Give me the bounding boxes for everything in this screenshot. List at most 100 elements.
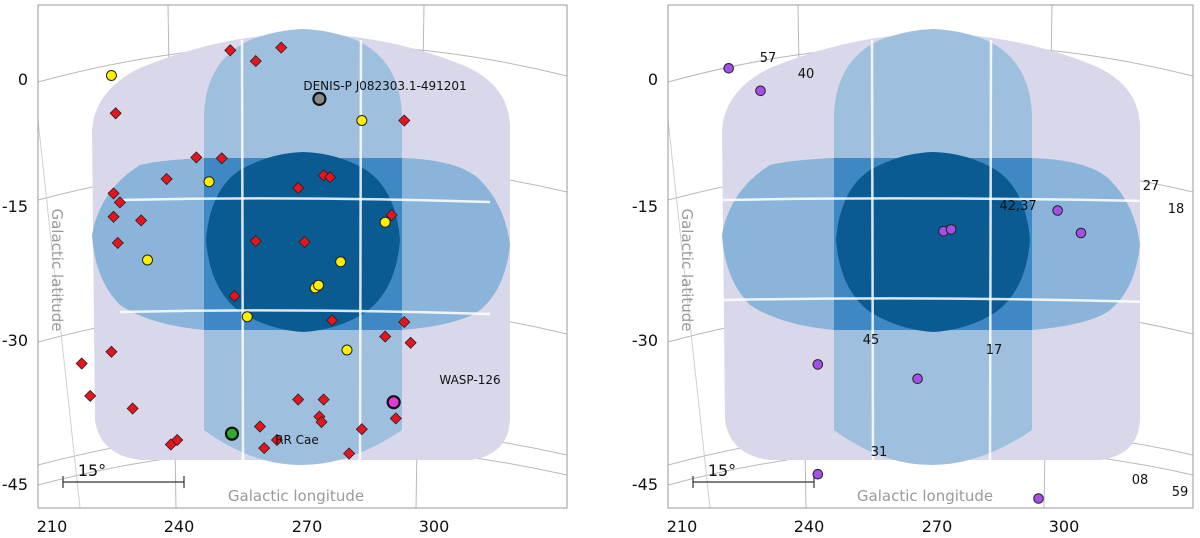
num-label-08: 08 <box>1132 473 1149 488</box>
right-ytick-2: -30 <box>632 331 658 350</box>
yellow-circle-marker <box>379 216 391 228</box>
rrcae-label: RR Cae <box>275 433 319 447</box>
right-xtick-0: 210 <box>667 517 698 536</box>
red-diamond-marker <box>379 330 392 343</box>
right-ylabel: Galactic latitude <box>678 208 696 331</box>
num-label-57: 57 <box>760 51 777 66</box>
left-xlabel: Galactic longitude <box>228 487 364 505</box>
target-18-marker <box>1075 227 1087 239</box>
left-scale-bar-label: 15° <box>78 461 106 480</box>
target-08-marker <box>1033 493 1044 504</box>
right-ytick-0: 0 <box>648 70 658 89</box>
red-diamond-marker <box>292 393 305 406</box>
left-xtick-1: 240 <box>164 517 195 536</box>
left-ylabel: Galactic latitude <box>48 208 66 331</box>
left-markers <box>75 41 417 460</box>
right-ytick-3: -45 <box>632 475 658 494</box>
num-label-27: 27 <box>1143 179 1160 194</box>
left-panel: 0 -15 -30 -45 210 240 270 300 Galactic l… <box>2 4 568 536</box>
red-diamond-marker <box>190 151 203 164</box>
red-diamond-marker <box>75 357 88 370</box>
red-diamond-marker <box>398 114 411 127</box>
right-sky-map <box>668 5 1193 508</box>
yellow-circle-marker <box>335 256 347 268</box>
red-diamond-marker <box>343 447 356 460</box>
red-diamond-marker <box>84 389 97 402</box>
red-diamond-marker <box>107 210 120 223</box>
right-number-labels: 57 40 27 18 42,37 45 17 31 08 59 <box>760 51 1189 500</box>
red-diamond-marker <box>249 55 262 68</box>
left-ytick-0: 0 <box>18 70 28 89</box>
red-diamond-marker <box>398 316 411 329</box>
num-label-45: 45 <box>863 333 880 348</box>
wasp-label: WASP-126 <box>439 373 500 387</box>
red-diamond-marker <box>105 345 118 358</box>
left-ytick-3: -45 <box>2 475 28 494</box>
target-27-marker <box>1052 205 1063 216</box>
highlighted-target-marker <box>224 426 240 441</box>
right-xtick-1: 240 <box>794 517 825 536</box>
red-diamond-marker <box>135 214 148 227</box>
red-diamond-marker <box>113 196 126 209</box>
red-diamond-marker <box>253 420 267 433</box>
right-scale-bar-label: 15° <box>708 461 736 480</box>
left-xtick-0: 210 <box>37 517 68 536</box>
right-scale-bar: 15° <box>692 461 815 488</box>
right-ytick-labels: 0 -15 -30 -45 <box>632 70 658 494</box>
left-footprint <box>92 29 510 465</box>
right-xtick-3: 300 <box>1049 517 1080 536</box>
yellow-circle-marker <box>241 311 253 323</box>
red-diamond-marker <box>326 314 339 327</box>
right-xtick-labels: 210 240 270 300 <box>667 517 1080 536</box>
left-ytick-2: -30 <box>2 331 28 350</box>
red-diamond-marker <box>249 235 262 248</box>
red-diamond-marker <box>355 423 368 436</box>
right-markers <box>723 63 1087 504</box>
num-label-18: 18 <box>1168 202 1185 217</box>
red-diamond-marker <box>385 208 398 222</box>
red-diamond-marker <box>258 442 271 455</box>
red-diamond-marker <box>111 236 124 249</box>
red-diamond-marker <box>160 172 173 186</box>
yellow-circle-marker <box>356 115 368 126</box>
yellow-circle-marker <box>341 344 353 356</box>
red-diamond-marker <box>109 107 122 120</box>
red-diamond-marker <box>292 181 305 195</box>
num-label-59: 59 <box>1172 485 1189 500</box>
left-frame <box>37 4 568 509</box>
red-diamond-marker <box>270 433 284 447</box>
right-frame <box>667 4 1194 509</box>
yellow-circle-marker <box>313 279 325 291</box>
red-diamond-marker <box>275 41 288 54</box>
left-scale-bar: 15° <box>62 461 185 488</box>
target-40-marker <box>755 85 766 97</box>
yellow-circle-marker <box>105 70 117 81</box>
right-xlabel: Galactic longitude <box>857 487 993 505</box>
red-diamond-marker <box>323 171 337 184</box>
target-37-marker <box>945 224 957 235</box>
red-diamond-marker <box>317 393 330 406</box>
left-ytick-1: -15 <box>2 197 28 216</box>
target-45-marker <box>812 359 824 370</box>
red-diamond-marker <box>107 187 120 200</box>
left-ytick-labels: 0 -15 -30 -45 <box>2 70 28 494</box>
red-diamond-marker <box>389 412 402 425</box>
num-label-42-37: 42,37 <box>999 199 1036 214</box>
highlighted-target-marker <box>386 395 401 410</box>
target-31-marker <box>812 468 824 480</box>
highlighted-target-marker <box>312 91 327 107</box>
red-diamond-marker <box>126 402 139 415</box>
right-footprint <box>721 29 1193 465</box>
left-sky-map <box>38 5 567 508</box>
right-ytick-1: -15 <box>632 197 658 216</box>
red-diamond-marker <box>404 336 417 349</box>
target-17-marker <box>912 373 923 385</box>
num-label-40: 40 <box>798 67 815 82</box>
red-diamond-marker <box>298 235 311 249</box>
yellow-circle-marker <box>203 176 215 188</box>
red-diamond-marker <box>315 415 328 429</box>
yellow-circle-marker <box>141 254 153 266</box>
red-diamond-marker <box>228 289 241 303</box>
left-xtick-2: 270 <box>292 517 323 536</box>
